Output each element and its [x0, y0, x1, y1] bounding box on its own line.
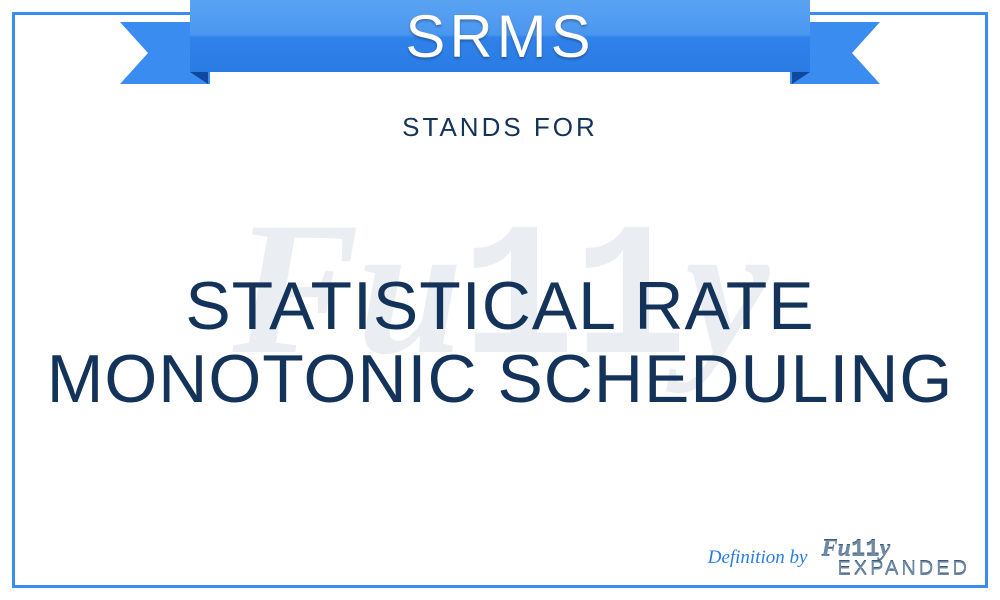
ribbon-banner: SRMS	[120, 0, 880, 90]
acronym-text: SRMS	[405, 2, 594, 71]
credit-logo-line2: EXPANDED	[837, 561, 970, 578]
ribbon-main: SRMS	[190, 0, 810, 72]
subtitle: STANDS FOR	[0, 112, 1000, 143]
credit-logo: Fu11y EXPANDED	[821, 539, 970, 578]
credit-block: Definition by Fu11y EXPANDED	[708, 539, 970, 578]
credit-label: Definition by	[708, 547, 808, 569]
definition-text: STATISTICAL RATE MONOTONIC SCHEDULING	[40, 270, 960, 417]
ribbon-fold-left	[190, 72, 208, 84]
ribbon-fold-right	[792, 72, 810, 84]
